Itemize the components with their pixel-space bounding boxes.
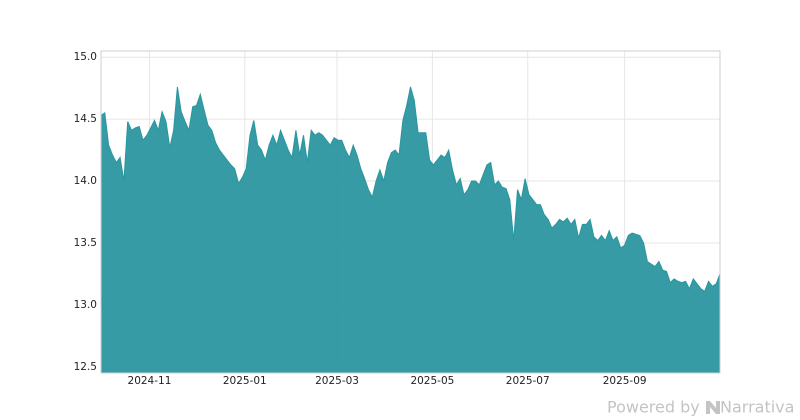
area (100, 86, 721, 374)
watermark-prefix: Powered by (607, 398, 700, 417)
y-tick-label: 15.0 (74, 51, 97, 63)
plot-frame (100, 50, 721, 374)
x-tick-label: 2025-05 (410, 375, 454, 387)
y-tick-label: 13.0 (74, 299, 97, 311)
y-tick-label: 13.5 (74, 237, 97, 249)
y-tick-label: 14.0 (74, 175, 97, 187)
x-tick-label: 2025-01 (223, 375, 267, 387)
watermark-logo (706, 401, 720, 414)
x-tick-label: 2025-07 (506, 375, 550, 387)
x-tick-label: 2025-09 (603, 375, 647, 387)
y-tick-label: 14.5 (74, 113, 97, 125)
watermark-brand: Narrativa (720, 398, 794, 417)
x-tick-label: 2025-03 (315, 375, 359, 387)
plot (100, 50, 721, 374)
x-tick-label: 2024-11 (128, 375, 172, 387)
y-tick-label: 12.5 (74, 361, 97, 373)
